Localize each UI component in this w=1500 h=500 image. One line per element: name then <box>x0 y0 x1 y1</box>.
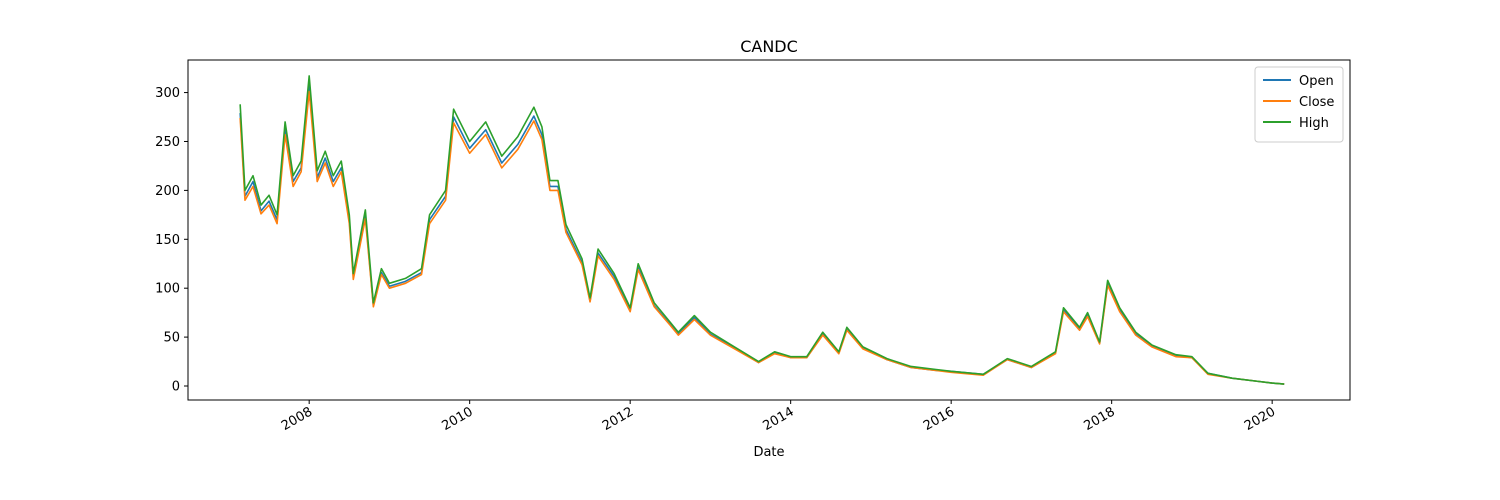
series-line <box>239 75 1285 385</box>
x-tick-label: 2012 <box>600 404 636 434</box>
legend-label: Close <box>1299 95 1334 110</box>
y-tick-label: 100 <box>155 282 180 297</box>
series-line <box>239 84 1285 385</box>
series-line <box>239 90 1285 385</box>
legend-box <box>1254 66 1344 143</box>
x-tick-label: 2020 <box>1242 404 1278 434</box>
plot-frame <box>187 59 1351 401</box>
y-tick-label: 0 <box>172 380 180 395</box>
x-tick-label: 2014 <box>761 404 797 434</box>
y-tick-label: 250 <box>155 135 180 150</box>
y-tick-label: 150 <box>155 233 180 248</box>
chart-title: CANDC <box>740 37 798 56</box>
legend-label: High <box>1299 116 1329 131</box>
y-tick-label: 300 <box>155 86 180 101</box>
x-tick-label: 2016 <box>921 404 957 434</box>
x-axis-label: Date <box>753 445 784 460</box>
x-tick-label: 2010 <box>440 404 476 434</box>
x-tick-label: 2018 <box>1082 404 1118 434</box>
x-tick-label: 2008 <box>279 404 315 434</box>
legend-label: Open <box>1299 74 1334 89</box>
legend: Open Close High <box>1254 66 1344 143</box>
y-tick-label: 50 <box>163 331 180 346</box>
y-tick-label: 200 <box>155 184 180 199</box>
